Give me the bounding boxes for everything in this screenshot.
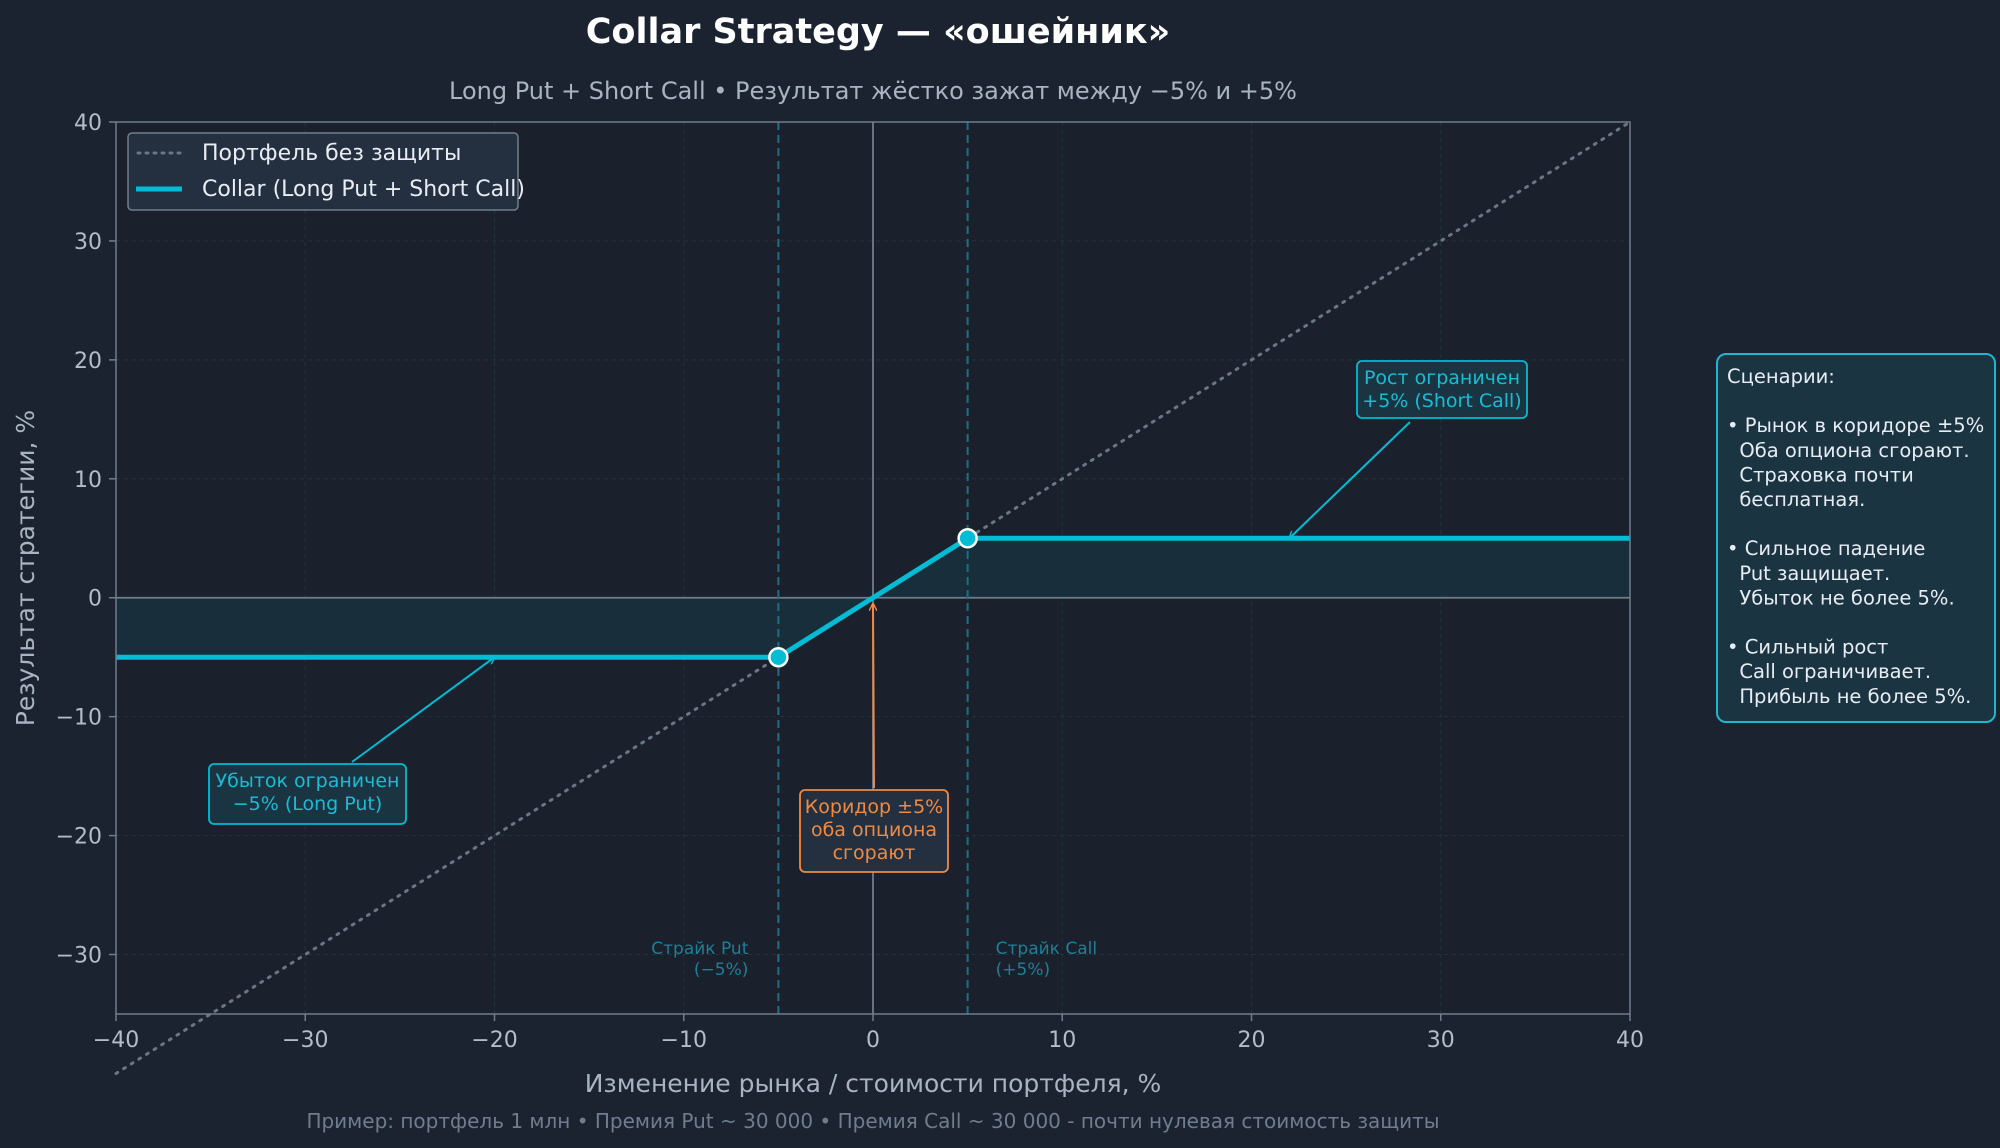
scenarios-text: Сценарии: • Рынок в коридоре ±5% Оба опци… bbox=[1727, 365, 1984, 708]
legend: Портфель без защиты Collar (Long Put + S… bbox=[127, 132, 525, 211]
axis-ticks: −40 −30 −20 −10 0 10 20 30 40 −30 −20 −10 0 10 20 30 40 bbox=[56, 111, 1644, 1053]
scenarios-box bbox=[1716, 353, 1996, 723]
annotations: Убыток ограничен−5% (Long Put) Рост огран… bbox=[208, 360, 1528, 873]
strike-label: Страйк Call bbox=[996, 939, 1097, 959]
annotation-text-corridor: оба опциона bbox=[811, 819, 937, 841]
key-points bbox=[768, 528, 978, 668]
scenario-line: Убыток не более 5%. bbox=[1727, 586, 1955, 609]
key-point-marker bbox=[768, 646, 789, 668]
scenario-line: • Сильное падение bbox=[1727, 537, 1925, 560]
chart-subtitle: Long Put + Short Call • Результат жёстко… bbox=[449, 77, 1297, 105]
scenarios-panel: Сценарии: • Рынок в коридоре ±5% Оба опци… bbox=[1716, 353, 1996, 723]
annotation-arrow-corridor bbox=[873, 604, 874, 789]
annotation-box-gain bbox=[1356, 360, 1528, 419]
series-lines bbox=[114, 120, 1632, 1075]
annotation-text-corridor: Коридор ±5% bbox=[805, 796, 943, 818]
annotation-text-gain: Рост ограничен bbox=[1364, 367, 1520, 389]
y-tick-label: −10 bbox=[56, 706, 102, 731]
x-tick-label: −30 bbox=[282, 1028, 328, 1053]
y-tick-label: −20 bbox=[56, 825, 102, 850]
x-tick-label: 20 bbox=[1238, 1028, 1266, 1053]
y-tick-label: 40 bbox=[74, 111, 102, 136]
y-tick-label: 10 bbox=[74, 468, 102, 493]
x-tick-label: 10 bbox=[1048, 1028, 1076, 1053]
strike-label: (+5%) bbox=[996, 960, 1050, 980]
annotation-arrow-gain bbox=[1289, 421, 1411, 538]
x-tick-label: −20 bbox=[471, 1028, 517, 1053]
y-tick-label: 20 bbox=[74, 349, 102, 374]
scenario-line: Страховка почти bbox=[1727, 463, 1914, 486]
scenario-line: • Сильный рост bbox=[1727, 636, 1888, 659]
scenario-line: Call ограничивает. bbox=[1727, 660, 1931, 683]
strike-lines: Страйк Put(−5%) Страйк Call(+5%) bbox=[651, 122, 1097, 1014]
y-axis-label: Результат стратегии, % bbox=[11, 410, 40, 726]
y-tick-label: −30 bbox=[56, 944, 102, 969]
scenario-line: Put защищает. bbox=[1727, 562, 1890, 585]
annotation-text-loss: Убыток ограничен bbox=[216, 770, 400, 792]
legend-label-collar: Collar (Long Put + Short Call) bbox=[202, 177, 525, 202]
strike-label: (−5%) bbox=[694, 960, 748, 980]
annotation-text-gain: +5% (Short Call) bbox=[1362, 390, 1521, 412]
annotation-text-loss: −5% (Long Put) bbox=[233, 793, 383, 815]
annotation-box-corridor bbox=[799, 789, 949, 873]
y-tick-label: 0 bbox=[88, 587, 102, 612]
y-tick-label: 30 bbox=[74, 230, 102, 255]
x-tick-label: 0 bbox=[866, 1028, 880, 1053]
x-tick-label: −10 bbox=[661, 1028, 707, 1053]
scenario-line: • Рынок в коридоре ±5% bbox=[1727, 414, 1984, 437]
scenario-line: Оба опциона сгорают. bbox=[1727, 439, 1970, 462]
x-tick-label: 30 bbox=[1427, 1028, 1455, 1053]
x-tick-label: 40 bbox=[1616, 1028, 1644, 1053]
annotation-arrow-loss bbox=[351, 657, 495, 763]
footnote: Пример: портфель 1 млн • Премия Put ~ 30… bbox=[306, 1109, 1439, 1133]
chart-title: Collar Strategy — «ошейник» bbox=[586, 12, 1170, 52]
annotation-text-corridor: сгорают bbox=[833, 842, 916, 864]
strike-label: Страйк Put bbox=[651, 939, 748, 959]
legend-box bbox=[127, 132, 519, 211]
annotation-box-loss bbox=[208, 763, 407, 825]
collar-line bbox=[116, 535, 1630, 660]
legend-label-unprotected: Портфель без защиты bbox=[202, 141, 461, 166]
x-axis-label: Изменение рынка / стоимости портфеля, % bbox=[585, 1069, 1162, 1098]
key-point-marker bbox=[957, 528, 978, 549]
scenario-line: Сценарии: bbox=[1727, 365, 1835, 388]
x-tick-label: −40 bbox=[93, 1028, 139, 1053]
scenario-line: Прибыль не более 5%. bbox=[1727, 685, 1971, 708]
scenario-line: бесплатная. bbox=[1727, 488, 1865, 511]
